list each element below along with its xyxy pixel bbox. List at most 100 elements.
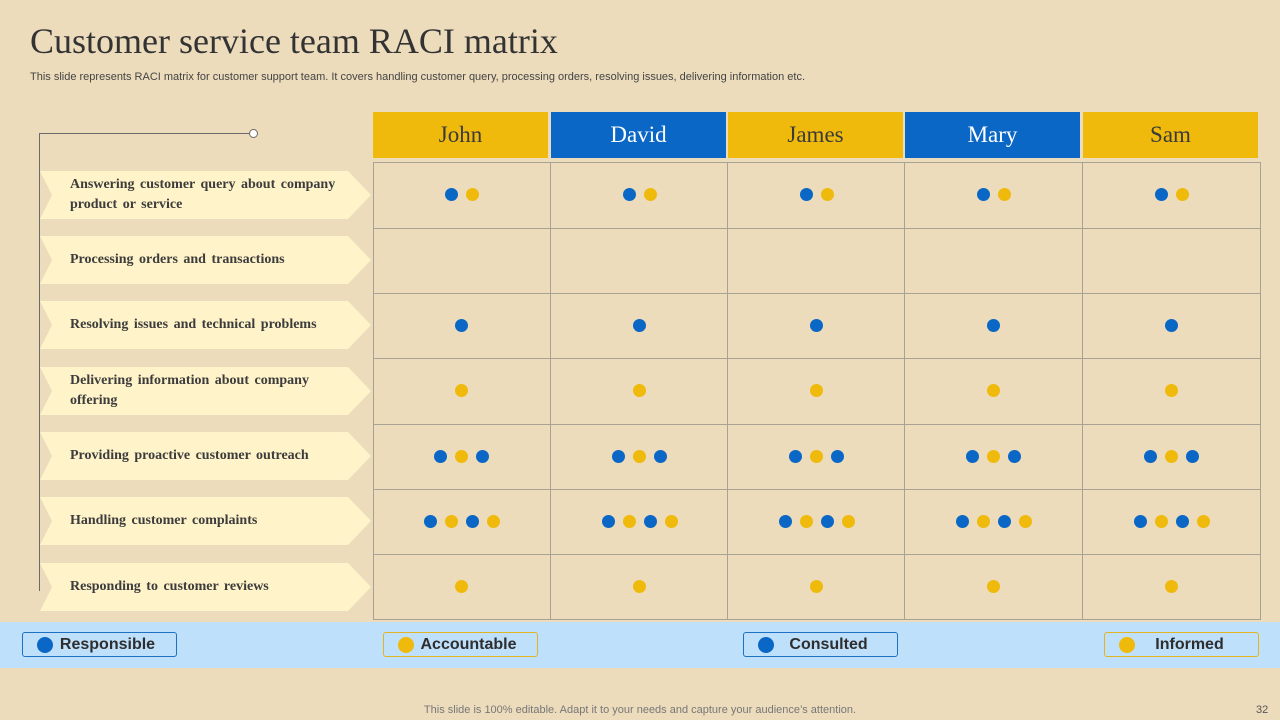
role-dot-r [455,319,468,332]
raci-cell [728,228,905,293]
raci-cell [728,293,905,358]
team-header-row: John David James Mary Sam [373,112,1261,158]
role-dot-a [997,188,1011,201]
role-dot-c [1175,515,1189,528]
task-label: Handling customer complaints [70,513,258,528]
role-dot-r [778,515,792,528]
role-dot-r [966,450,979,463]
raci-cell [905,162,1082,227]
raci-cell [373,293,550,358]
legend-item-consulted: Consulted [743,632,898,657]
raci-cell [551,162,728,227]
role-dot-c [997,515,1011,528]
team-member-header: James [728,112,903,158]
role-dot-r [612,450,625,463]
raci-cell [373,228,550,293]
role-dot-r [810,319,823,332]
legend-label: Informed [1155,635,1224,653]
slide-subtitle: This slide represents RACI matrix for cu… [30,71,806,83]
role-dot-a [633,384,646,397]
role-dot-c [654,450,667,463]
role-dot-a [810,450,823,463]
role-dot-a [444,515,458,528]
raci-cell [373,358,550,423]
role-dot-r [955,515,969,528]
role-dot-r [799,188,813,201]
team-member-header: Sam [1083,112,1258,158]
raci-cell [551,554,728,619]
role-dot-r [601,515,615,528]
grid-row-divider [373,424,1261,425]
role-dot-i [664,515,678,528]
legend-dot [398,636,414,653]
task-item: Delivering information about company off… [40,367,371,415]
role-dot-a [465,188,479,201]
role-dot-r [1144,450,1157,463]
team-member-header: John [373,112,548,158]
raci-cell [905,293,1082,358]
role-dot-a [810,384,823,397]
task-item: Resolving issues and technical problems [40,301,371,349]
role-dot-r [976,188,990,201]
role-dot-a [1165,450,1178,463]
raci-grid [373,162,1261,620]
role-dot-a [622,515,636,528]
role-dot-a [987,580,1000,593]
role-dot-r [434,450,447,463]
role-dot-r [987,319,1000,332]
raci-cell [551,228,728,293]
grid-row-divider [373,358,1261,359]
role-dot-r [1165,319,1178,332]
role-dot-i [1018,515,1032,528]
role-dot-a [1165,384,1178,397]
raci-cell [1083,489,1260,554]
grid-column-divider [727,162,728,620]
raci-cell [905,424,1082,489]
role-dot-a [987,384,1000,397]
legend-item-informed: Informed [1104,632,1259,657]
raci-cell [905,554,1082,619]
role-dot-c [1186,450,1199,463]
legend-label: Consulted [789,635,868,653]
task-item: Answering customer query about company p… [40,171,371,219]
raci-cell [905,489,1082,554]
legend-item-accountable: Accountable [383,632,538,657]
raci-cell [728,554,905,619]
grid-row-divider [373,228,1261,229]
role-dot-a [643,188,657,201]
raci-cell [551,489,728,554]
raci-cell [728,358,905,423]
role-dot-a [810,580,823,593]
role-dot-r [1154,188,1168,201]
legend-dot [1119,636,1135,653]
grid-column-divider [550,162,551,620]
footer-note: This slide is 100% editable. Adapt it to… [423,704,857,716]
role-dot-a [820,188,834,201]
task-label: Responding to customer reviews [70,579,269,594]
tree-connector-node [249,129,258,138]
task-list: Answering customer query about company p… [40,0,372,720]
role-dot-a [976,515,990,528]
role-dot-r [423,515,437,528]
page-number: 32 [1256,704,1269,716]
grid-row-divider [373,293,1261,294]
raci-cell [551,358,728,423]
raci-cell [373,424,550,489]
team-member-header: Mary [905,112,1080,158]
role-dot-r [789,450,802,463]
legend-label: Accountable [420,635,517,653]
legend-dot [37,636,53,653]
slide-title: Customer service team RACI matrix [30,21,558,61]
role-dot-a [455,384,468,397]
raci-cell [905,358,1082,423]
task-label: Processing orders and transactions [70,252,285,267]
task-item: Providing proactive customer outreach [40,432,371,480]
role-dot-a [987,450,1000,463]
raci-cell [1083,293,1260,358]
task-item: Responding to customer reviews [40,563,371,611]
role-dot-a [455,450,468,463]
raci-cell [1083,228,1260,293]
legend-label: Responsible [59,635,156,653]
role-dot-i [486,515,500,528]
raci-cell [728,489,905,554]
